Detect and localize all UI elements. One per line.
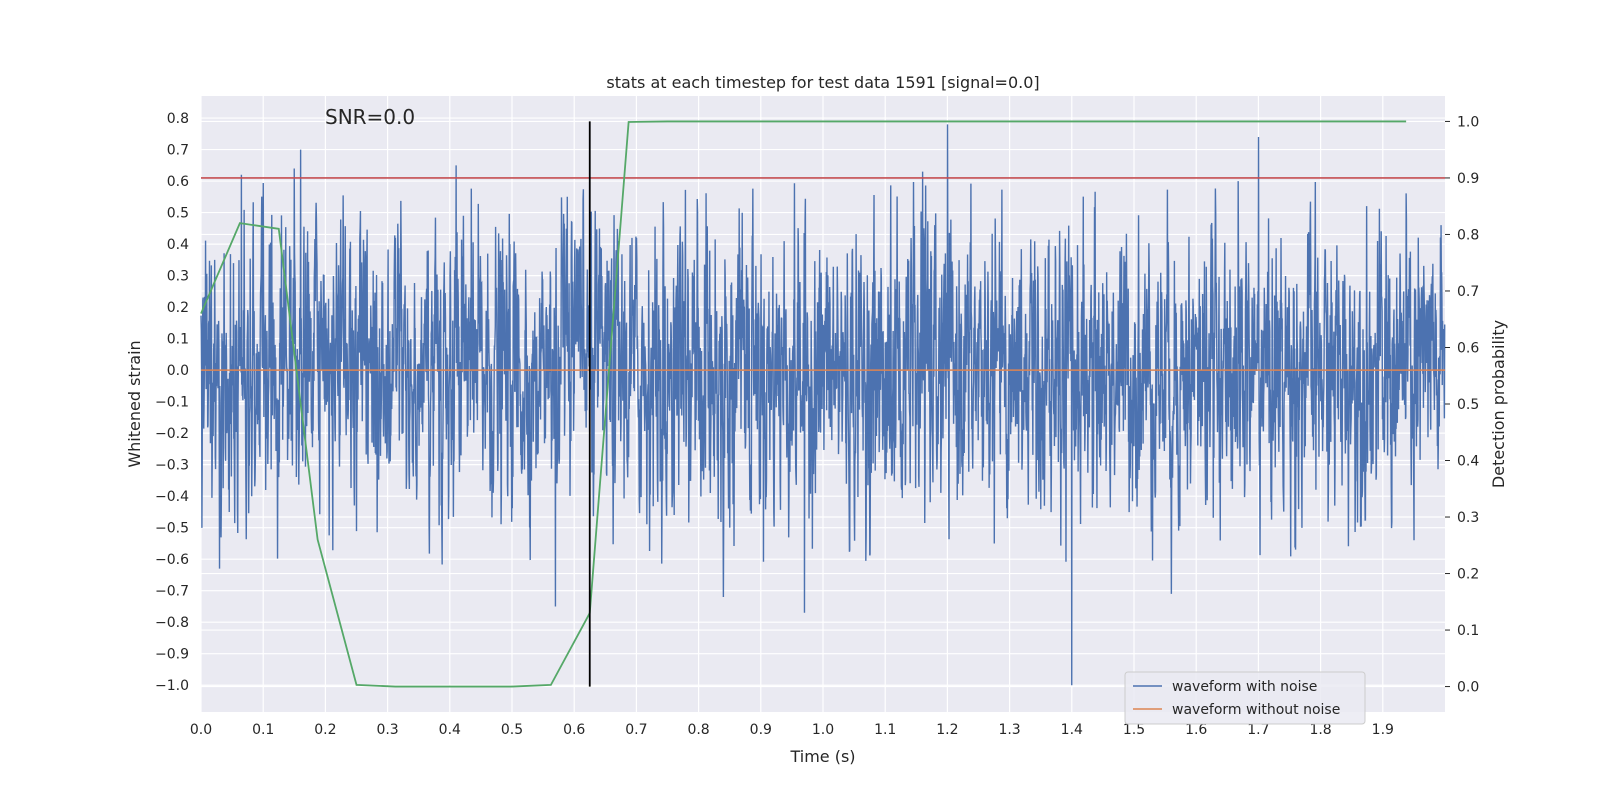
y2-tick-label: 1.0	[1457, 114, 1479, 130]
x-tick-label: 0.1	[252, 722, 274, 738]
y2-tick-label: 0.4	[1457, 454, 1479, 470]
x-tick-label: 0.4	[439, 722, 461, 738]
y-tick-label: −0.4	[155, 489, 189, 505]
y2-tick-label: 0.8	[1457, 227, 1479, 243]
x-tick-label: 1.5	[1123, 722, 1145, 738]
x-tick-label: 1.4	[1061, 722, 1083, 738]
y2-tick-label: 0.6	[1457, 340, 1479, 356]
x-tick-label: 1.1	[874, 722, 896, 738]
y-tick-label: −0.7	[155, 584, 189, 600]
y2-tick-label: 0.2	[1457, 567, 1479, 583]
legend-label-noise: waveform with noise	[1172, 679, 1317, 695]
series-waveform-with-noise	[200, 124, 1446, 686]
x-tick-label: 1.7	[1247, 722, 1269, 738]
series-layer	[200, 120, 1446, 688]
x-tick-label: 0.3	[376, 722, 398, 738]
y-tick-label: 0.6	[167, 174, 189, 190]
y-tick-label: −0.1	[155, 395, 189, 411]
y2-axis-label: Detection probability	[1489, 320, 1508, 488]
y-tick-label: −0.3	[155, 458, 189, 474]
y2-tick-label: 0.0	[1457, 680, 1479, 696]
y2-tick-label: 0.9	[1457, 171, 1479, 187]
y-tick-label: 0.2	[167, 300, 189, 316]
y-tick-label: 0.7	[167, 143, 189, 159]
y-tick-label: 0.5	[167, 206, 189, 222]
x-tick-label: 1.9	[1372, 722, 1394, 738]
y2-tick-label: 0.7	[1457, 284, 1479, 300]
y-tick-label: −0.8	[155, 615, 189, 631]
y-tick-label: 0.4	[167, 237, 189, 253]
x-tick-label: 0.8	[687, 722, 709, 738]
y-tick-label: 0.0	[167, 363, 189, 379]
x-tick-label: 0.5	[501, 722, 523, 738]
snr-annotation: SNR=0.0	[325, 105, 415, 129]
x-tick-label: 0.2	[314, 722, 336, 738]
legend: waveform with noise waveform without noi…	[1124, 671, 1366, 725]
x-tick-label: 1.8	[1309, 722, 1331, 738]
x-tick-label: 1.0	[812, 722, 834, 738]
y-axis-label: Whitened strain	[125, 340, 144, 467]
x-tick-label: 0.7	[625, 722, 647, 738]
y-tick-label: −1.0	[155, 678, 189, 694]
y-tick-label: 0.8	[167, 111, 189, 127]
legend-box	[1124, 671, 1366, 725]
y2-tick-label: 0.5	[1457, 397, 1479, 413]
y-tick-label: 0.3	[167, 269, 189, 285]
x-tick-label: 1.6	[1185, 722, 1207, 738]
legend-label-clean: waveform without noise	[1172, 702, 1340, 718]
x-tick-label: 0.6	[563, 722, 585, 738]
x-tick-label: 1.2	[936, 722, 958, 738]
y-tick-label: −0.2	[155, 426, 189, 442]
x-tick-label: 0.0	[190, 722, 212, 738]
x-axis-ticks: 0.0 0.1 0.2 0.3 0.4 0.5 0.6 0.7 0.8 0.9 1.0 1.1 1.2 1…	[190, 722, 1394, 738]
x-tick-label: 0.9	[750, 722, 772, 738]
x-tick-label: 1.3	[998, 722, 1020, 738]
y2-tick-label: 0.1	[1457, 623, 1479, 639]
y-axis-ticks: 0.8 0.7 0.6 0.5 0.4 0.3 0.2 0.1 0.0 −0.1 −0.2 −0.3 −…	[155, 111, 189, 694]
y-tick-label: −0.5	[155, 521, 189, 537]
series-detection-probability	[200, 120, 1407, 688]
y2-tick-label: 0.3	[1457, 510, 1479, 526]
y-tick-label: 0.1	[167, 332, 189, 348]
y-tick-label: −0.6	[155, 552, 189, 568]
y2-axis-ticks: 1.0 0.9 0.8 0.7 0.6 0.5 0.4 0.3 0.2 0.1 0.0	[1445, 114, 1479, 696]
x-axis-label: Time (s)	[789, 747, 855, 766]
y-tick-label: −0.9	[155, 647, 189, 663]
chart-title: stats at each timestep for test data 159…	[606, 73, 1039, 92]
